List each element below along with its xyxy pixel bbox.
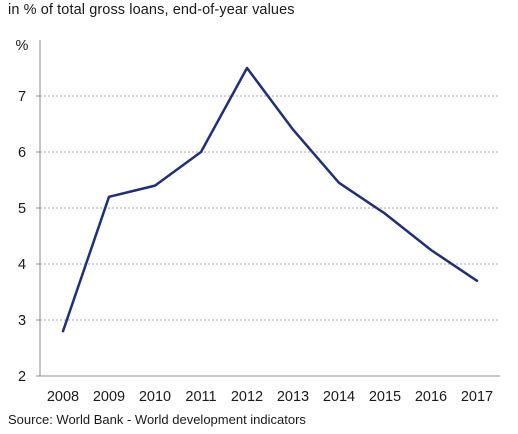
y-tick-label-5: 5 [18,201,26,217]
gridlines [40,95,500,321]
chart-subtitle: in % of total gross loans, end-of-year v… [8,2,295,18]
x-tick-label-2016: 2016 [415,389,447,405]
y-axis-label: % [16,38,29,54]
x-tick-label-2015: 2015 [369,389,401,405]
x-tick-labels: 2008 2009 2010 2011 2012 2013 2014 2015 2016 2017 [47,389,493,405]
y-tick-label-6: 6 [18,145,26,161]
y-tick-label-3: 3 [18,313,26,329]
x-tick-label-2012: 2012 [231,389,263,405]
x-tick-label-2008: 2008 [47,389,79,405]
source-note: Source: World Bank - World development i… [8,412,306,427]
x-tick-label-2010: 2010 [139,389,171,405]
y-tick-labels: 2 3 4 5 6 7 [18,89,26,385]
series-line-0 [61,66,479,333]
axes [36,40,500,377]
x-tick-label-2014: 2014 [323,389,355,405]
x-tick-label-2009: 2009 [93,389,125,405]
x-tick-label-2017: 2017 [461,389,493,405]
y-tick-label-7: 7 [18,89,26,105]
y-tick-label-4: 4 [18,257,26,273]
y-tick-label-2: 2 [18,369,26,385]
series-layer [61,66,479,333]
x-tick-label-2011: 2011 [185,389,216,405]
x-tick-label-2013: 2013 [277,389,309,405]
